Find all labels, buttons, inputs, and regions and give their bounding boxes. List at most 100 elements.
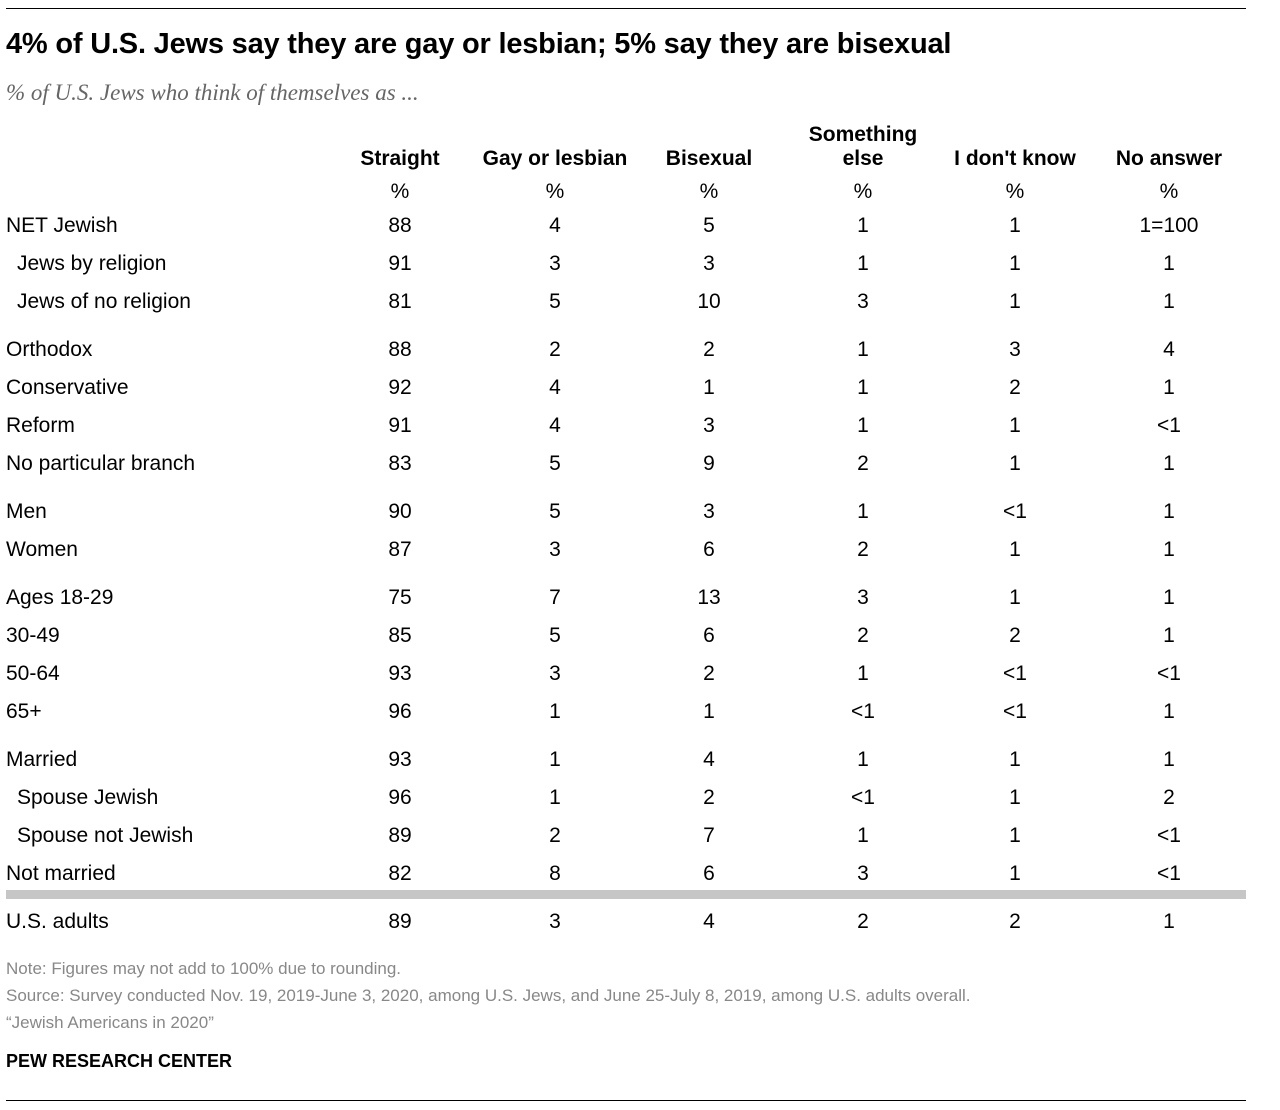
table-cell: 3 bbox=[703, 252, 715, 275]
table-cell: 1 bbox=[1163, 452, 1175, 475]
row-label: U.S. adults bbox=[6, 910, 109, 933]
table-cell: <1 bbox=[1157, 414, 1181, 437]
table-cell: 1 bbox=[1009, 786, 1021, 809]
table-cell: 3 bbox=[549, 538, 561, 561]
percent-symbol: % bbox=[1159, 180, 1179, 203]
table-cell: 1 bbox=[857, 214, 869, 237]
percent-symbol: % bbox=[545, 180, 565, 203]
row-label: Reform bbox=[6, 414, 75, 437]
table-cell: 9 bbox=[703, 452, 715, 475]
table-cell: <1 bbox=[1157, 862, 1181, 885]
table-cell: 1 bbox=[1163, 624, 1175, 647]
chart-title: 4% of U.S. Jews say they are gay or lesb… bbox=[6, 28, 952, 60]
row-label: Men bbox=[6, 500, 47, 523]
report-text: “Jewish Americans in 2020” bbox=[6, 1013, 214, 1032]
table-cell: 89 bbox=[388, 824, 412, 847]
percent-symbol: % bbox=[1005, 180, 1025, 203]
table-cell: 2 bbox=[1163, 786, 1175, 809]
table-cell: 91 bbox=[388, 414, 412, 437]
row-label: Orthodox bbox=[6, 338, 93, 361]
table-cell: 1 bbox=[857, 824, 869, 847]
table-cell: 2 bbox=[549, 338, 561, 361]
table-separator bbox=[6, 890, 1246, 899]
table-cell: 2 bbox=[703, 338, 715, 361]
table-cell: 1 bbox=[857, 376, 869, 399]
table-cell: 1 bbox=[857, 338, 869, 361]
table-cell: 5 bbox=[703, 214, 715, 237]
table-cell: 1 bbox=[857, 748, 869, 771]
table-cell: 5 bbox=[549, 624, 561, 647]
table-cell: 88 bbox=[388, 214, 412, 237]
table-cell: 6 bbox=[703, 624, 715, 647]
table-cell: 85 bbox=[388, 624, 412, 647]
table-cell: 82 bbox=[388, 862, 412, 885]
row-label: Married bbox=[6, 748, 78, 771]
table-cell: 1 bbox=[703, 376, 715, 399]
column-header: No answer bbox=[1115, 147, 1223, 170]
percent-symbol: % bbox=[390, 180, 410, 203]
table-cell: 8 bbox=[549, 862, 561, 885]
table-cell: 2 bbox=[857, 624, 869, 647]
table-cell: 1 bbox=[549, 700, 561, 723]
table-cell: 3 bbox=[857, 586, 869, 609]
table-cell: 93 bbox=[388, 662, 412, 685]
table-cell: 7 bbox=[703, 824, 715, 847]
row-label: 30-49 bbox=[6, 624, 60, 647]
table-cell: 3 bbox=[703, 414, 715, 437]
table-cell: 2 bbox=[857, 452, 869, 475]
table-cell: 1 bbox=[703, 700, 715, 723]
column-header: I don't know bbox=[954, 147, 1076, 170]
table-cell: 83 bbox=[388, 452, 412, 475]
row-label: 50-64 bbox=[6, 662, 60, 685]
table-cell: 4 bbox=[549, 214, 561, 237]
table-cell: 1 bbox=[1009, 452, 1021, 475]
pew-footer: PEW RESEARCH CENTER bbox=[6, 1051, 233, 1071]
table-cell: 1 bbox=[1009, 214, 1021, 237]
percent-symbol: % bbox=[699, 180, 719, 203]
table-cell: 1 bbox=[857, 500, 869, 523]
table-cell: 1 bbox=[1163, 586, 1175, 609]
table-cell: <1 bbox=[851, 700, 875, 723]
table-cell: 2 bbox=[549, 824, 561, 847]
table-cell: 2 bbox=[1009, 376, 1021, 399]
table-cell: 1 bbox=[1163, 500, 1175, 523]
table-cell: 1 bbox=[1163, 290, 1175, 313]
row-label: 65+ bbox=[6, 700, 42, 723]
table-cell: 4 bbox=[1163, 338, 1175, 361]
table-cell: 1 bbox=[549, 786, 561, 809]
row-label: Jews of no religion bbox=[17, 290, 191, 313]
column-header: Gay or lesbian bbox=[482, 147, 628, 170]
table-cell: 1 bbox=[1163, 748, 1175, 771]
table-cell: 3 bbox=[549, 910, 561, 933]
table-cell: 87 bbox=[388, 538, 412, 561]
column-header: Bisexual bbox=[665, 147, 753, 170]
column-header: Straight bbox=[360, 147, 440, 170]
table-cell: <1 bbox=[1003, 662, 1027, 685]
table-cell: 2 bbox=[1009, 910, 1021, 933]
table-cell: 3 bbox=[549, 252, 561, 275]
table-cell: 92 bbox=[388, 376, 412, 399]
table-cell: 5 bbox=[549, 290, 561, 313]
table-cell: <1 bbox=[851, 786, 875, 809]
table-cell: 6 bbox=[703, 538, 715, 561]
table-cell: 6 bbox=[703, 862, 715, 885]
table-cell: 7 bbox=[549, 586, 561, 609]
note-text: Note: Figures may not add to 100% due to… bbox=[6, 959, 402, 978]
table-cell: 1 bbox=[1163, 376, 1175, 399]
column-header: Something else bbox=[808, 123, 918, 170]
row-label: Ages 18-29 bbox=[6, 586, 114, 609]
row-label: Women bbox=[6, 538, 78, 561]
table-cell: 1 bbox=[1009, 252, 1021, 275]
table-cell: 1 bbox=[1009, 290, 1021, 313]
table-cell: 1 bbox=[549, 748, 561, 771]
table-cell: 1 bbox=[857, 414, 869, 437]
table-cell: 96 bbox=[388, 700, 412, 723]
table-cell: 81 bbox=[388, 290, 412, 313]
row-label: Not married bbox=[6, 862, 116, 885]
table-cell: 2 bbox=[857, 538, 869, 561]
table-cell: 93 bbox=[388, 748, 412, 771]
table-cell: 1 bbox=[1009, 748, 1021, 771]
row-label: Spouse not Jewish bbox=[17, 824, 194, 847]
table-cell: <1 bbox=[1157, 662, 1181, 685]
table-cell: 90 bbox=[388, 500, 412, 523]
